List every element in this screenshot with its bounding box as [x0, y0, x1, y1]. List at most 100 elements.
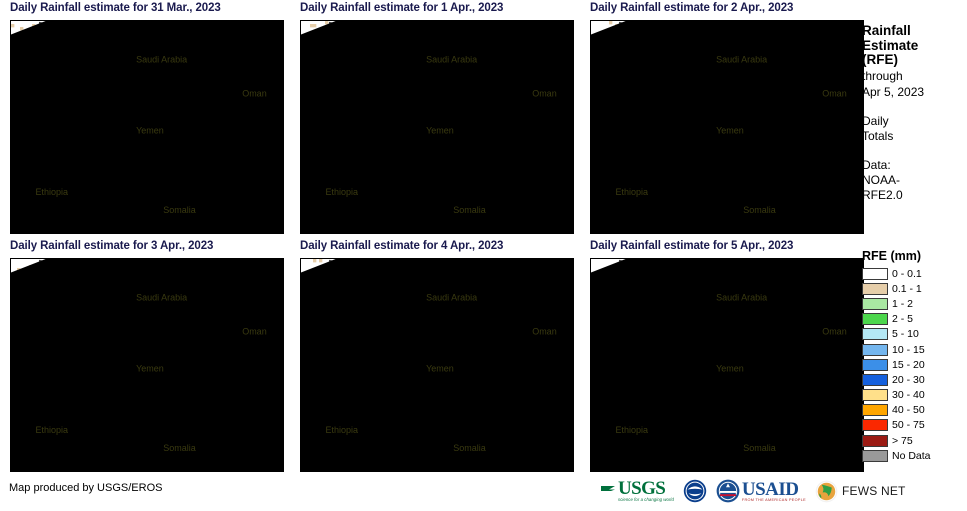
- panel-title: Daily Rainfall estimate for 5 Apr., 2023: [590, 240, 794, 252]
- legend-swatch: [862, 313, 888, 326]
- legend-item: 50 - 75: [862, 418, 967, 433]
- rfe-through-label: through: [862, 68, 903, 83]
- svg-text:Oman: Oman: [532, 326, 557, 336]
- legend-label: 15 - 20: [892, 358, 925, 371]
- svg-text:Ethiopia: Ethiopia: [36, 425, 69, 435]
- rainfall-raster: .thin{fill:none;stroke:#000;stroke-width…: [11, 21, 283, 233]
- totals-line1: Daily: [862, 113, 889, 128]
- usgs-logo: USGS science for a changing world: [600, 478, 674, 504]
- legend-item: 15 - 20: [862, 357, 967, 372]
- legend-label: 20 - 30: [892, 373, 925, 386]
- svg-text:Ethiopia: Ethiopia: [36, 187, 69, 197]
- map-info-panel: Rainfall Estimate (RFE) through Apr 5, 2…: [862, 23, 967, 203]
- svg-text:Yemen: Yemen: [136, 363, 164, 373]
- panel-5-apr-2023: Daily Rainfall estimate for 5 Apr., 2023…: [580, 238, 870, 476]
- svg-text:Ethiopia: Ethiopia: [616, 187, 649, 197]
- svg-text:Somalia: Somalia: [453, 443, 486, 453]
- map-frame[interactable]: .thin{fill:none;stroke:#000;stroke-width…: [590, 258, 864, 472]
- totals-line2: Totals: [862, 128, 894, 143]
- noaa-logo: [683, 478, 707, 504]
- legend-label: 30 - 40: [892, 389, 925, 402]
- legend-item: 5 - 10: [862, 327, 967, 342]
- usaid-logo: USAID FROM THE AMERICAN PEOPLE: [716, 478, 806, 504]
- map-frame[interactable]: .thin{fill:none;stroke:#000;stroke-width…: [300, 258, 574, 472]
- panel-31-mar-2023: Daily Rainfall estimate for 31 Mar., 202…: [0, 0, 290, 238]
- legend-swatch: [862, 434, 888, 447]
- svg-text:Oman: Oman: [242, 326, 267, 336]
- rainfall-raster: .thin{fill:none;stroke:#000;stroke-width…: [301, 259, 573, 471]
- map-frame[interactable]: .thin{fill:none;stroke:#000;stroke-width…: [10, 258, 284, 472]
- panel-title: Daily Rainfall estimate for 3 Apr., 2023: [10, 240, 214, 252]
- fewsnet-logo: FEWS NET: [815, 478, 906, 504]
- svg-text:Somalia: Somalia: [453, 205, 486, 215]
- legend-title: RFE (mm): [862, 249, 922, 263]
- legend-swatch: [862, 449, 888, 462]
- legend-swatch: [862, 419, 888, 432]
- svg-text:Oman: Oman: [822, 88, 847, 98]
- usaid-tagline: FROM THE AMERICAN PEOPLE: [741, 497, 806, 502]
- svg-text:Yemen: Yemen: [426, 125, 454, 135]
- legend-label: 2 - 5: [892, 313, 914, 326]
- panel-title: Daily Rainfall estimate for 2 Apr., 2023: [590, 2, 794, 14]
- svg-text:Saudi Arabia: Saudi Arabia: [136, 292, 187, 302]
- legend-item: > 75: [862, 433, 967, 448]
- svg-text:Oman: Oman: [532, 88, 557, 98]
- legend-swatch: [862, 404, 888, 417]
- legend-label: 0.1 - 1: [892, 282, 922, 295]
- panel-title: Daily Rainfall estimate for 4 Apr., 2023: [300, 240, 504, 252]
- svg-text:Saudi Arabia: Saudi Arabia: [716, 54, 767, 64]
- legend-swatch: [862, 343, 888, 356]
- legend-swatch: [862, 297, 888, 310]
- legend-item: 40 - 50: [862, 403, 967, 418]
- map-frame[interactable]: .thin{fill:none;stroke:#000;stroke-width…: [10, 20, 284, 234]
- map-frame[interactable]: .thin{fill:none;stroke:#000;stroke-width…: [300, 20, 574, 234]
- legend-swatch: [862, 328, 888, 341]
- rfe-title-line1: Rainfall: [862, 23, 911, 38]
- legend-label: No Data: [892, 449, 931, 462]
- map-frame[interactable]: .thin{fill:none;stroke:#000;stroke-width…: [590, 20, 864, 234]
- legend-label: 0 - 0.1: [892, 267, 922, 280]
- svg-text:Yemen: Yemen: [426, 363, 454, 373]
- usgs-wave-icon: [601, 486, 615, 494]
- legend-label: 40 - 50: [892, 404, 925, 417]
- legend-label: > 75: [892, 434, 913, 447]
- rfe-title-line2: Estimate: [862, 37, 919, 53]
- fewsnet-globe-icon: [815, 480, 838, 502]
- svg-text:Saudi Arabia: Saudi Arabia: [426, 292, 477, 302]
- svg-text:Yemen: Yemen: [716, 125, 744, 135]
- legend-label: 50 - 75: [892, 419, 925, 432]
- legend-label: 1 - 2: [892, 297, 914, 310]
- legend-item: No Data: [862, 448, 967, 463]
- legend-item: 0.1 - 1: [862, 281, 967, 296]
- panel-title: Daily Rainfall estimate for 31 Mar., 202…: [10, 2, 221, 14]
- rfe-title-line3: (RFE): [862, 52, 898, 67]
- rfe-through-date: Apr 5, 2023: [862, 84, 925, 99]
- agency-logos: USGS science for a changing world USAID …: [600, 478, 906, 504]
- data-source-line2: NOAA-: [862, 172, 901, 187]
- panel-3-apr-2023: Daily Rainfall estimate for 3 Apr., 2023…: [0, 238, 290, 476]
- usgs-tagline: science for a changing world: [618, 497, 674, 502]
- legend-swatch: [862, 389, 888, 402]
- fewsnet-wordmark: FEWS NET: [841, 484, 906, 498]
- legend-swatch: [862, 282, 888, 295]
- legend-swatch: [862, 373, 888, 386]
- usaid-seal-icon: [716, 479, 740, 503]
- svg-text:Ethiopia: Ethiopia: [326, 187, 359, 197]
- rainfall-raster: .thin{fill:none;stroke:#000;stroke-width…: [591, 21, 863, 233]
- legend-item: 20 - 30: [862, 372, 967, 387]
- panel-4-apr-2023: Daily Rainfall estimate for 4 Apr., 2023…: [290, 238, 580, 476]
- usaid-wordmark: USAID: [741, 478, 799, 500]
- svg-text:Somalia: Somalia: [743, 205, 776, 215]
- rainfall-raster: .thin{fill:none;stroke:#000;stroke-width…: [591, 259, 863, 471]
- usgs-wordmark: USGS: [618, 478, 666, 499]
- rainfall-raster: .thin{fill:none;stroke:#000;stroke-width…: [11, 259, 283, 471]
- svg-text:Yemen: Yemen: [136, 125, 164, 135]
- legend-swatch: [862, 267, 888, 280]
- rainfall-raster: .thin{fill:none;stroke:#000;stroke-width…: [301, 21, 573, 233]
- svg-text:Somalia: Somalia: [163, 443, 196, 453]
- data-source-label: Data:: [862, 157, 891, 172]
- svg-text:Saudi Arabia: Saudi Arabia: [426, 54, 477, 64]
- legend-swatch: [862, 358, 888, 371]
- svg-text:Somalia: Somalia: [163, 205, 196, 215]
- svg-text:Saudi Arabia: Saudi Arabia: [136, 54, 187, 64]
